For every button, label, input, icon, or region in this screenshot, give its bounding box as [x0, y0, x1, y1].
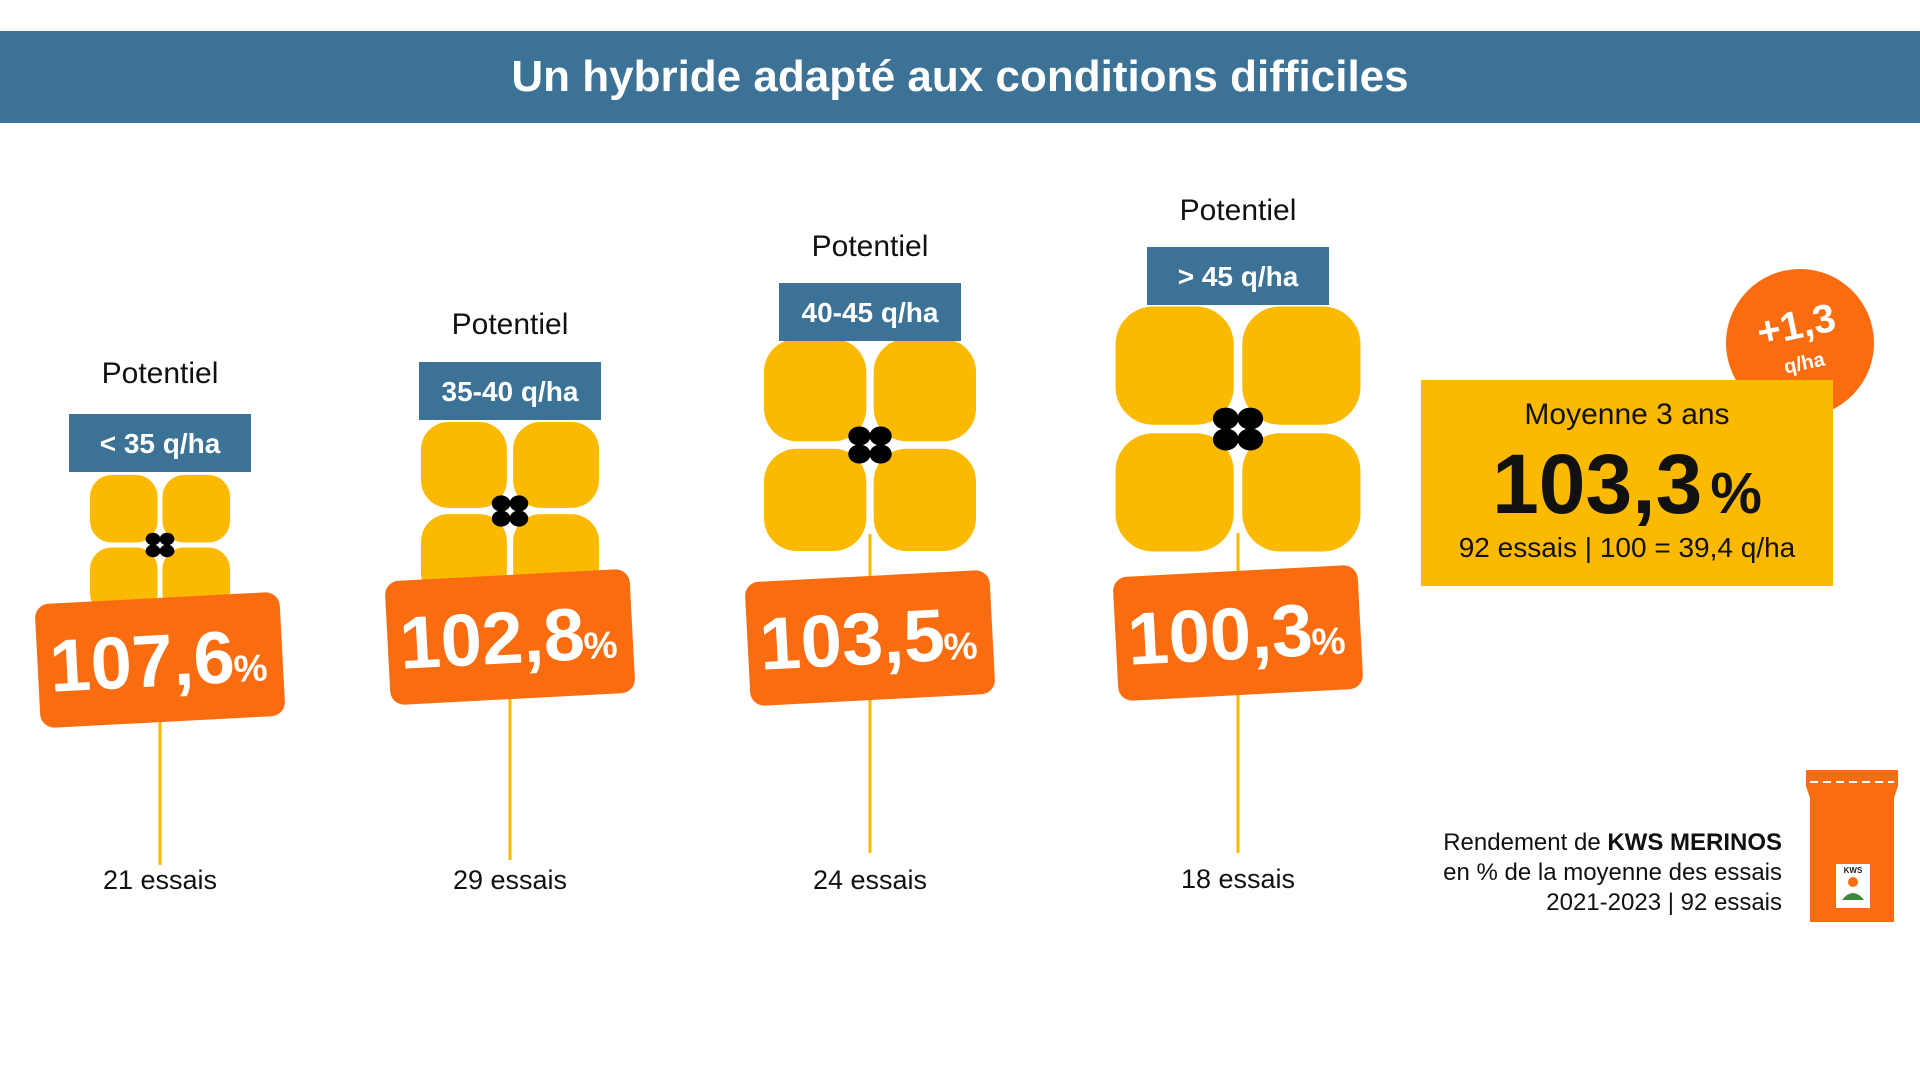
value-tag: 107,6% — [35, 592, 285, 728]
flower-petal — [764, 448, 867, 551]
flower-center-dot — [869, 444, 892, 464]
range-tag-label: 35-40 q/ha — [442, 376, 579, 407]
value-unit: % — [233, 647, 269, 691]
caption: Rendement de KWS MERINOS en % de la moye… — [1310, 828, 1782, 918]
value-tag: 102,8% — [385, 569, 635, 705]
flower-center-dot — [848, 444, 871, 464]
summary-note: 92 essais | 100 = 39,4 q/ha — [1458, 532, 1796, 563]
caption-line-1: Rendement de KWS MERINOS — [1310, 828, 1782, 858]
value-tag-bg — [35, 592, 285, 728]
value-tag-bg — [385, 569, 635, 705]
caption-line-2: en % de la moyenne des essais — [1443, 859, 1782, 886]
value-label: 103,5 — [757, 593, 946, 686]
flower-center-dot — [509, 495, 529, 512]
flower-center-dot — [848, 426, 871, 446]
value-unit: % — [1311, 620, 1347, 664]
value-unit: % — [583, 624, 619, 668]
flower-petal — [1115, 306, 1234, 425]
value-unit: % — [943, 625, 979, 669]
flower-center-dot — [1237, 428, 1264, 451]
potentiel-heading: Potentiel — [452, 308, 569, 341]
flower-center-dot — [869, 426, 892, 446]
summary-value-unit: % — [1710, 461, 1762, 526]
summary-value-number: 103,3 — [1492, 437, 1703, 531]
range-tag — [1147, 247, 1329, 305]
value-tag: 100,3% — [1113, 565, 1363, 701]
flower-petal — [90, 475, 158, 543]
flower-petal — [90, 547, 158, 615]
flower-petal — [1242, 433, 1361, 552]
flower-petal — [764, 339, 867, 442]
flower-petal — [1115, 433, 1234, 552]
value-label: 107,6 — [47, 615, 236, 708]
flower-center-dot — [145, 544, 161, 558]
flower-petal — [513, 422, 599, 508]
flower-petal — [1242, 306, 1361, 425]
flower-center-dot — [159, 544, 175, 558]
trials-count: 29 essais — [453, 865, 567, 895]
value-tag: 103,5% — [745, 570, 995, 706]
flower-petal — [162, 475, 230, 543]
range-tag-label: 40-45 q/ha — [802, 297, 939, 328]
caption-brand: KWS MERINOS — [1607, 829, 1782, 856]
range-tag — [419, 362, 601, 420]
flower-center-dot — [509, 510, 529, 527]
flower-center-dot — [491, 510, 511, 527]
potentiel-heading: Potentiel — [1180, 194, 1297, 227]
trials-count: 21 essais — [103, 865, 217, 895]
value-tag-bg — [1113, 565, 1363, 701]
flower-center-dot — [145, 532, 161, 546]
summary-value: 103,3% — [1421, 436, 1833, 533]
range-tag-label: > 45 q/ha — [1178, 261, 1299, 292]
title-banner: Un hybride adapté aux conditions diffici… — [0, 31, 1920, 123]
summary-box: Moyenne 3 ans 103,3% 92 essais | 100 = 3… — [1421, 380, 1833, 586]
seed-bag-icon: KWS — [1806, 770, 1898, 922]
flower-center-dot — [1212, 428, 1239, 451]
caption-line-3: 2021-2023 | 92 essais — [1546, 889, 1782, 916]
potentiel-heading: Potentiel — [812, 230, 929, 263]
trials-count: 18 essais — [1181, 864, 1295, 894]
potentiel-heading: Potentiel — [102, 357, 219, 390]
range-tag — [69, 414, 251, 472]
flower-petal — [873, 448, 976, 551]
range-tag-label: < 35 q/ha — [100, 428, 221, 459]
flower-center-dot — [159, 532, 175, 546]
range-tag — [779, 283, 961, 341]
flower-petal — [421, 422, 507, 508]
trials-count: 24 essais — [813, 865, 927, 895]
value-label: 100,3 — [1125, 588, 1314, 681]
value-label: 102,8 — [397, 592, 586, 685]
caption-prefix: Rendement de — [1443, 829, 1608, 856]
flower-center-dot — [491, 495, 511, 512]
flower-center-dot — [1237, 407, 1264, 430]
summary-label: Moyenne 3 ans — [1524, 398, 1730, 431]
value-tag-bg — [745, 570, 995, 706]
page-title: Un hybride adapté aux conditions diffici… — [511, 52, 1409, 101]
flower-petal — [873, 339, 976, 442]
seed-bag-logo: KWS — [1844, 866, 1863, 875]
flower-center-dot — [1212, 407, 1239, 430]
